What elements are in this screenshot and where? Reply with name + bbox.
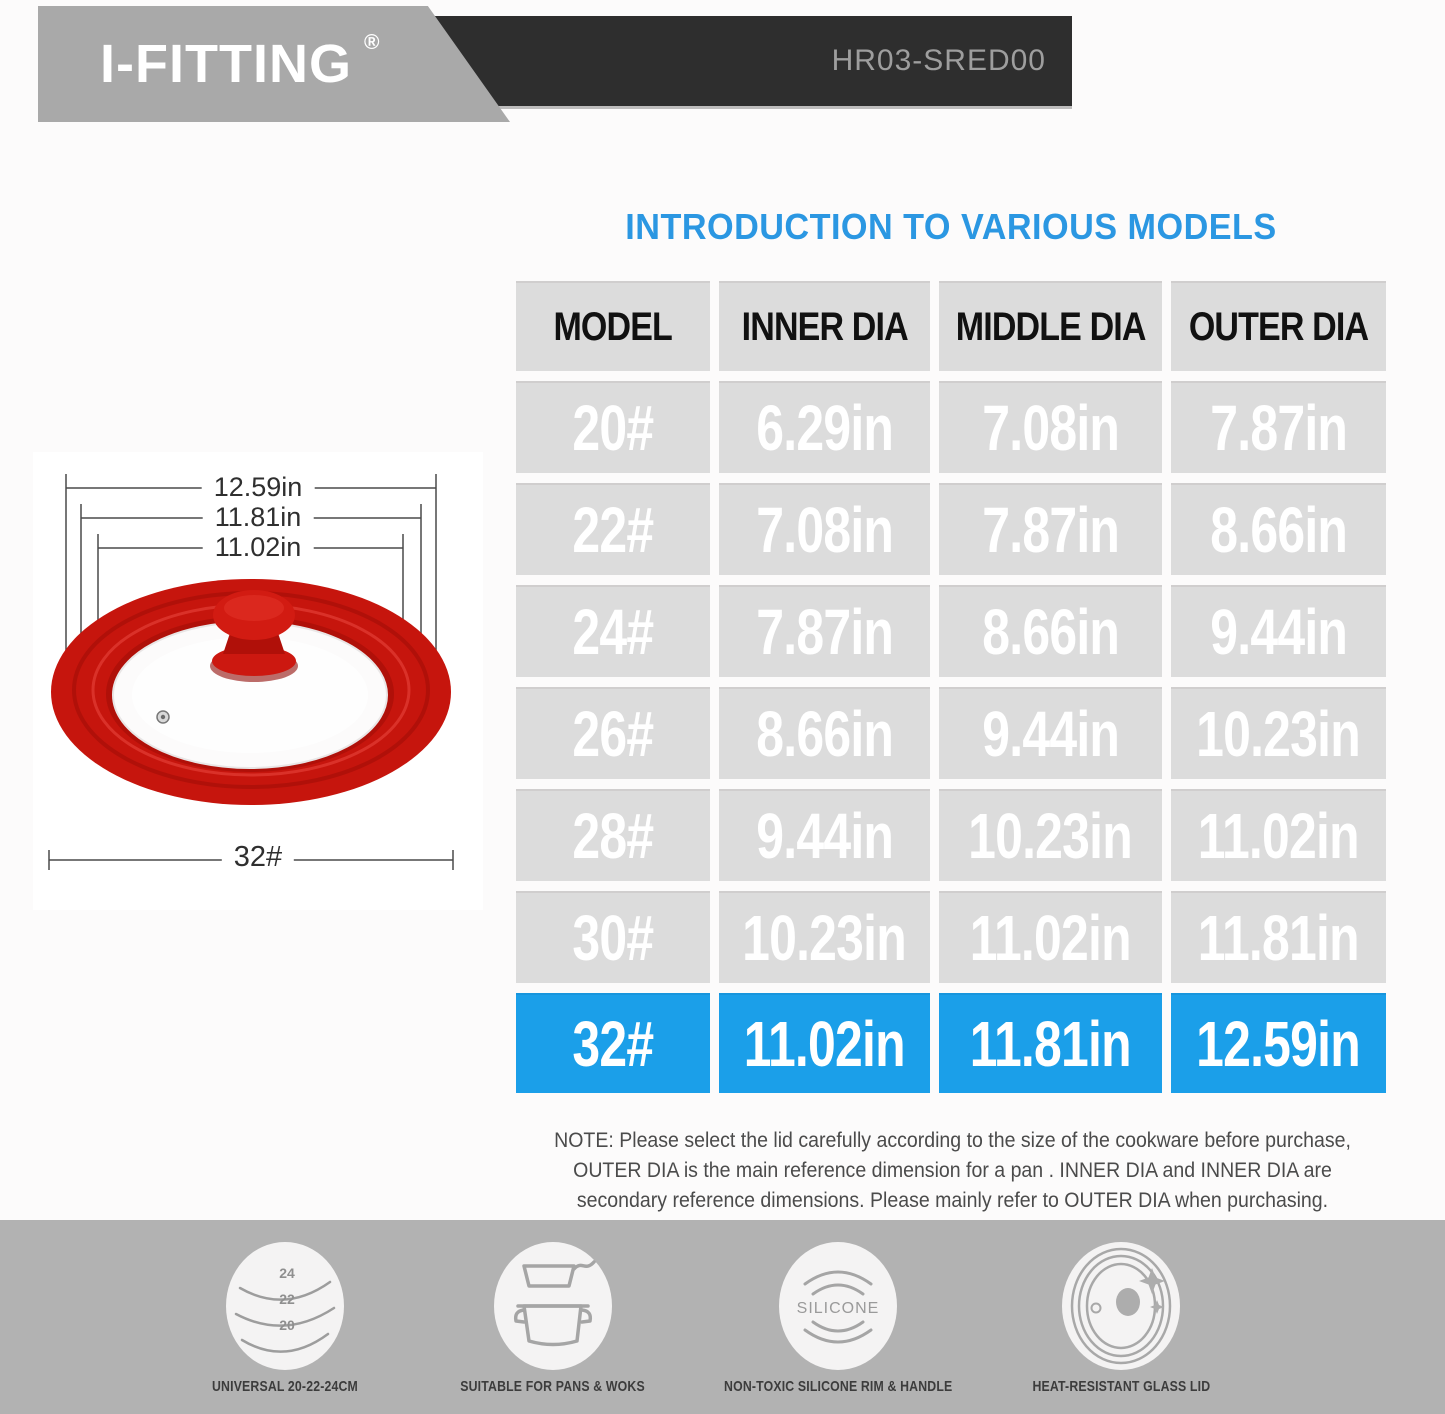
registered-trademark-symbol: ® (363, 31, 380, 54)
feature-universal-sizes: 24 22 20 UNIVERSAL 20-22-24CM (125, 1242, 445, 1396)
sparkle-small-icon (1150, 1300, 1164, 1314)
inner-dia-value: 8.66in (756, 698, 894, 770)
size-spec-table: MODEL INNER DIA MIDDLE DIA OUTER DIA 20#… (516, 281, 1386, 1103)
inner-dia-value: 7.08in (756, 494, 894, 566)
outer-dia-value: 11.81in (1197, 902, 1360, 974)
sparkle-icon (1139, 1268, 1165, 1294)
lid-knob (210, 590, 298, 682)
feature-silicone: SILICONE NON-TOXIC SILICONE RIM & HANDLE (678, 1242, 998, 1396)
outer-dia-value: 9.44in (1210, 596, 1348, 668)
inner-dia-value: 9.44in (756, 800, 894, 872)
outer-dia-value: 12.59in (1196, 1008, 1362, 1080)
silicone-badge: SILICONE (797, 1300, 880, 1317)
middle-dia-value: 11.81in (969, 1008, 1132, 1080)
middle-dia-value: 10.23in (968, 800, 1134, 872)
outer-dia-value: 8.66in (1210, 494, 1348, 566)
middle-dia-value: 7.87in (982, 494, 1120, 566)
feature-pans-woks: SUITABLE FOR PANS & WOKS (393, 1242, 713, 1396)
dimension-label-outer: 12.59in (201, 471, 315, 503)
column-header-model: MODEL (516, 281, 710, 371)
stacked-rims-icon: 24 22 20 (226, 1242, 344, 1370)
column-header-middle-dia: MIDDLE DIA (939, 281, 1162, 371)
pan-pot-icon (494, 1242, 612, 1370)
outer-dia-value: 10.23in (1196, 698, 1362, 770)
outer-dia-value: 11.02in (1197, 800, 1360, 872)
model-value: 22# (572, 494, 655, 566)
inner-dia-value: 11.02in (743, 1008, 906, 1080)
table-row: 30# 10.23in 11.02in 11.81in (516, 891, 1386, 983)
middle-dia-value: 7.08in (982, 392, 1120, 464)
note-line-1: NOTE: Please select the lid carefully ac… (554, 1129, 1351, 1152)
dimension-label-inner: 11.02in (202, 531, 314, 563)
table-row: 26# 8.66in 9.44in 10.23in (516, 687, 1386, 779)
lid-illustration (48, 474, 454, 870)
middle-dia-value: 8.66in (982, 596, 1120, 668)
inner-dia-value: 6.29in (756, 392, 894, 464)
purchase-note: NOTE: Please select the lid carefully ac… (505, 1126, 1400, 1216)
column-header-outer-dia: OUTER DIA (1171, 281, 1386, 371)
steam-vent (156, 710, 170, 724)
table-row-highlighted: 32# 11.02in 11.81in 12.59in (516, 993, 1386, 1093)
table-row: 22# 7.08in 7.87in 8.66in (516, 483, 1386, 575)
brand-logo: I-FITTING (100, 34, 352, 94)
brand-plate: I-FITTING ® (38, 6, 510, 122)
product-diagram: 12.59in 11.81in 11.02in 32# (33, 452, 483, 910)
red-silicone-lid (51, 579, 451, 805)
svg-text:24: 24 (279, 1265, 295, 1281)
model-value: 20# (572, 392, 655, 464)
outer-dia-value: 7.87in (1210, 392, 1348, 464)
svg-text:22: 22 (279, 1291, 295, 1307)
model-value: 32# (572, 1008, 655, 1080)
column-header-inner-dia: INNER DIA (719, 281, 930, 371)
model-value: 26# (572, 698, 655, 770)
feature-glass-lid: HEAT-RESISTANT GLASS LID (961, 1242, 1281, 1396)
feature-caption: SUITABLE FOR PANS & WOKS (460, 1378, 646, 1395)
feature-caption: NON-TOXIC SILICONE RIM & HANDLE (723, 1378, 953, 1395)
page-title: INTRODUCTION TO VARIOUS MODELS (625, 206, 1277, 247)
feature-caption: UNIVERSAL 20-22-24CM (212, 1378, 358, 1395)
dimension-label-middle: 11.81in (202, 501, 314, 533)
model-number-banner: HR03-SRED00 (430, 16, 1072, 106)
model-value: 28# (572, 800, 655, 872)
dimension-lines (48, 474, 454, 870)
note-line-2: OUTER DIA is the main reference dimensio… (573, 1159, 1332, 1182)
silicone-rim-icon: SILICONE (779, 1242, 897, 1370)
note-line-3: secondary reference dimensions. Please m… (576, 1189, 1329, 1212)
table-header-row: MODEL INNER DIA MIDDLE DIA OUTER DIA (516, 281, 1386, 371)
model-value: 30# (572, 902, 655, 974)
model-number: HR03-SRED00 (831, 44, 1046, 77)
feature-caption: HEAT-RESISTANT GLASS LID (1032, 1378, 1210, 1395)
brand-row: I-FITTING ® (100, 31, 379, 94)
svg-text:20: 20 (279, 1317, 295, 1333)
middle-dia-value: 11.02in (969, 902, 1132, 974)
inner-dia-value: 7.87in (756, 596, 894, 668)
glass-lid-icon (1062, 1242, 1180, 1370)
feature-band: 24 22 20 UNIVERSAL 20-22-24CM (0, 1220, 1445, 1414)
dimension-label-size: 32# (221, 841, 295, 873)
table-row: 28# 9.44in 10.23in 11.02in (516, 789, 1386, 881)
table-row: 24# 7.87in 8.66in 9.44in (516, 585, 1386, 677)
model-value: 24# (572, 596, 655, 668)
middle-dia-value: 9.44in (982, 698, 1120, 770)
table-row: 20# 6.29in 7.08in 7.87in (516, 381, 1386, 473)
inner-dia-value: 10.23in (742, 902, 908, 974)
